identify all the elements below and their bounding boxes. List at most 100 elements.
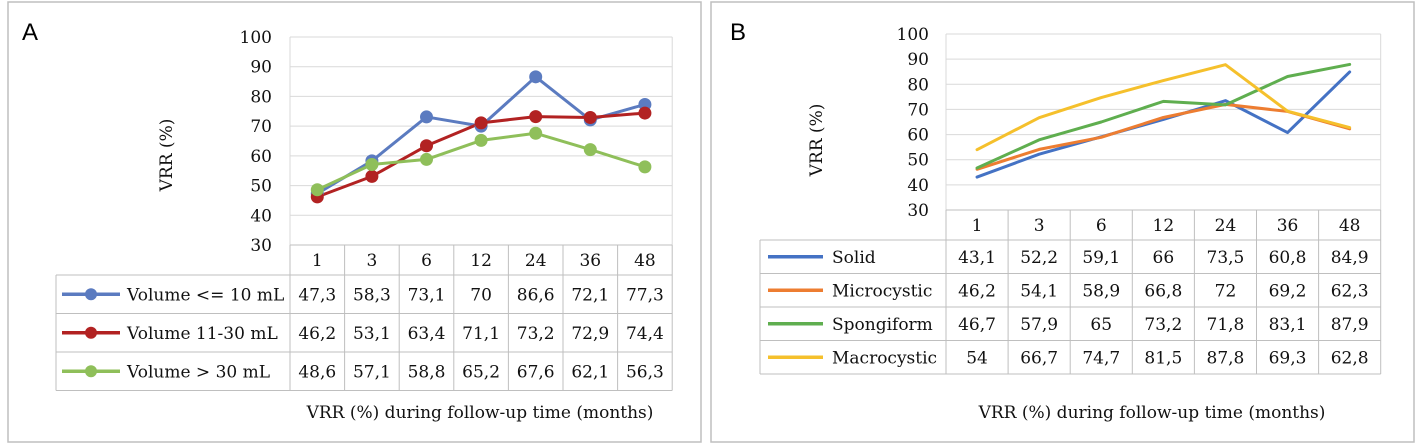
panel-a-ylabel: VRR (%) — [157, 119, 177, 193]
category-label-b-6: 6 — [1096, 216, 1107, 236]
data-point-a-2-1 — [365, 157, 379, 171]
data-cell-a-0-6: 77,3 — [626, 285, 664, 305]
data-point-a-1-4 — [529, 110, 543, 124]
legend-marker-a-1 — [85, 326, 97, 339]
category-label-b-24: 24 — [1215, 216, 1237, 236]
data-point-a-0-2 — [420, 110, 433, 124]
data-cell-b-0-1: 52,2 — [1020, 248, 1058, 268]
data-cell-b-0-6: 84,9 — [1331, 248, 1369, 268]
data-cell-b-3-4: 87,8 — [1207, 348, 1245, 368]
category-label-a-3: 3 — [366, 251, 377, 271]
data-cell-b-3-1: 66,7 — [1020, 348, 1058, 368]
data-point-a-2-3 — [474, 133, 488, 147]
category-label-a-36: 36 — [579, 251, 601, 271]
data-cell-a-1-0: 46,2 — [298, 324, 336, 344]
panel-a-frame — [7, 1, 702, 443]
data-point-a-2-5 — [583, 143, 597, 157]
data-cell-b-2-5: 83,1 — [1269, 315, 1307, 335]
data-cell-b-1-3: 66,8 — [1144, 281, 1182, 301]
ytick-label-b-70: 70 — [907, 100, 929, 120]
data-cell-b-3-3: 81,5 — [1144, 348, 1182, 368]
legend-marker-a-0 — [85, 288, 97, 301]
panel-b-ylabel: VRR (%) — [807, 104, 827, 178]
ytick-label-a-40: 40 — [250, 206, 272, 226]
data-point-a-2-0 — [310, 183, 324, 197]
data-cell-b-1-2: 58,9 — [1082, 281, 1120, 301]
category-label-b-48: 48 — [1339, 216, 1361, 236]
data-cell-a-0-4: 86,6 — [517, 285, 555, 305]
data-cell-a-2-5: 62,1 — [571, 362, 609, 382]
data-cell-b-0-0: 43,1 — [958, 248, 996, 268]
data-cell-b-1-6: 62,3 — [1331, 281, 1369, 301]
ytick-label-a-100: 100 — [240, 28, 272, 48]
data-cell-b-3-5: 69,3 — [1269, 348, 1307, 368]
data-cell-b-0-2: 59,1 — [1082, 248, 1120, 268]
data-cell-a-2-0: 48,6 — [298, 362, 336, 382]
ytick-label-a-30: 30 — [250, 236, 272, 256]
ytick-label-a-70: 70 — [250, 117, 272, 137]
data-point-a-0-4 — [529, 70, 543, 84]
data-cell-a-2-3: 65,2 — [462, 362, 500, 382]
data-point-a-2-4 — [529, 126, 543, 140]
data-cell-b-3-6: 62,8 — [1331, 348, 1369, 368]
data-point-a-2-2 — [420, 152, 433, 166]
data-cell-b-0-5: 60,8 — [1269, 248, 1307, 268]
legend-label-b-1: Microcystic — [832, 281, 932, 301]
data-cell-a-1-5: 72,9 — [571, 324, 609, 344]
legend-label-a-1: Volume 11-30 mL — [126, 324, 278, 344]
data-cell-a-1-3: 71,1 — [462, 324, 500, 344]
data-cell-a-2-1: 57,1 — [353, 362, 391, 382]
data-cell-b-1-5: 69,2 — [1269, 281, 1307, 301]
ytick-label-b-90: 90 — [907, 50, 929, 70]
ytick-label-b-60: 60 — [907, 126, 929, 146]
data-cell-a-0-2: 73,1 — [408, 285, 446, 305]
data-cell-b-3-0: 54 — [966, 348, 988, 368]
data-cell-b-2-4: 71,8 — [1207, 315, 1245, 335]
panel-b-label: B — [730, 19, 746, 46]
category-label-a-1: 1 — [312, 251, 323, 271]
data-cell-a-0-5: 72,1 — [571, 285, 609, 305]
data-cell-b-0-4: 73,5 — [1207, 248, 1245, 268]
ytick-label-a-90: 90 — [250, 58, 272, 78]
data-point-a-1-1 — [365, 169, 379, 183]
ytick-label-a-50: 50 — [250, 177, 272, 197]
data-cell-a-1-6: 74,4 — [626, 324, 664, 344]
legend-marker-a-2 — [85, 365, 97, 378]
data-point-a-1-2 — [420, 139, 433, 153]
data-cell-b-1-4: 72 — [1215, 281, 1237, 301]
panel-b-frame — [710, 1, 1415, 443]
series-line-b-2 — [975, 62, 1352, 170]
data-cell-b-2-1: 57,9 — [1020, 315, 1058, 335]
category-label-a-24: 24 — [525, 251, 547, 271]
data-cell-a-1-1: 53,1 — [353, 324, 391, 344]
data-cell-b-3-2: 74,7 — [1082, 348, 1120, 368]
data-cell-b-2-2: 65 — [1090, 315, 1112, 335]
legend-label-b-3: Macrocystic — [832, 348, 937, 368]
legend-label-b-0: Solid — [832, 248, 876, 268]
category-label-b-12: 12 — [1153, 216, 1175, 236]
data-cell-a-0-3: 70 — [470, 285, 492, 305]
data-cell-a-1-2: 63,4 — [408, 324, 446, 344]
data-cell-b-0-3: 66 — [1153, 248, 1175, 268]
data-cell-b-2-6: 87,9 — [1331, 315, 1369, 335]
data-cell-b-1-0: 46,2 — [958, 281, 996, 301]
data-cell-a-2-6: 56,3 — [626, 362, 664, 382]
data-point-a-1-3 — [474, 116, 488, 130]
data-cell-b-2-0: 46,7 — [958, 315, 996, 335]
ytick-label-b-30: 30 — [907, 201, 929, 221]
panel-a-xlabel: VRR (%) during follow-up time (months) — [306, 403, 654, 423]
ytick-label-b-50: 50 — [907, 151, 929, 171]
category-label-b-36: 36 — [1277, 216, 1299, 236]
ytick-label-b-40: 40 — [907, 176, 929, 196]
data-point-a-1-5 — [583, 111, 597, 125]
data-cell-a-0-1: 58,3 — [353, 285, 391, 305]
series-line-b-3 — [975, 63, 1352, 152]
data-cell-b-2-3: 73,2 — [1144, 315, 1182, 335]
category-label-b-3: 3 — [1034, 216, 1045, 236]
legend-label-a-2: Volume > 30 mL — [126, 362, 270, 382]
data-cell-a-1-4: 73,2 — [517, 324, 555, 344]
ytick-label-a-80: 80 — [250, 87, 272, 107]
category-label-b-1: 1 — [972, 216, 983, 236]
